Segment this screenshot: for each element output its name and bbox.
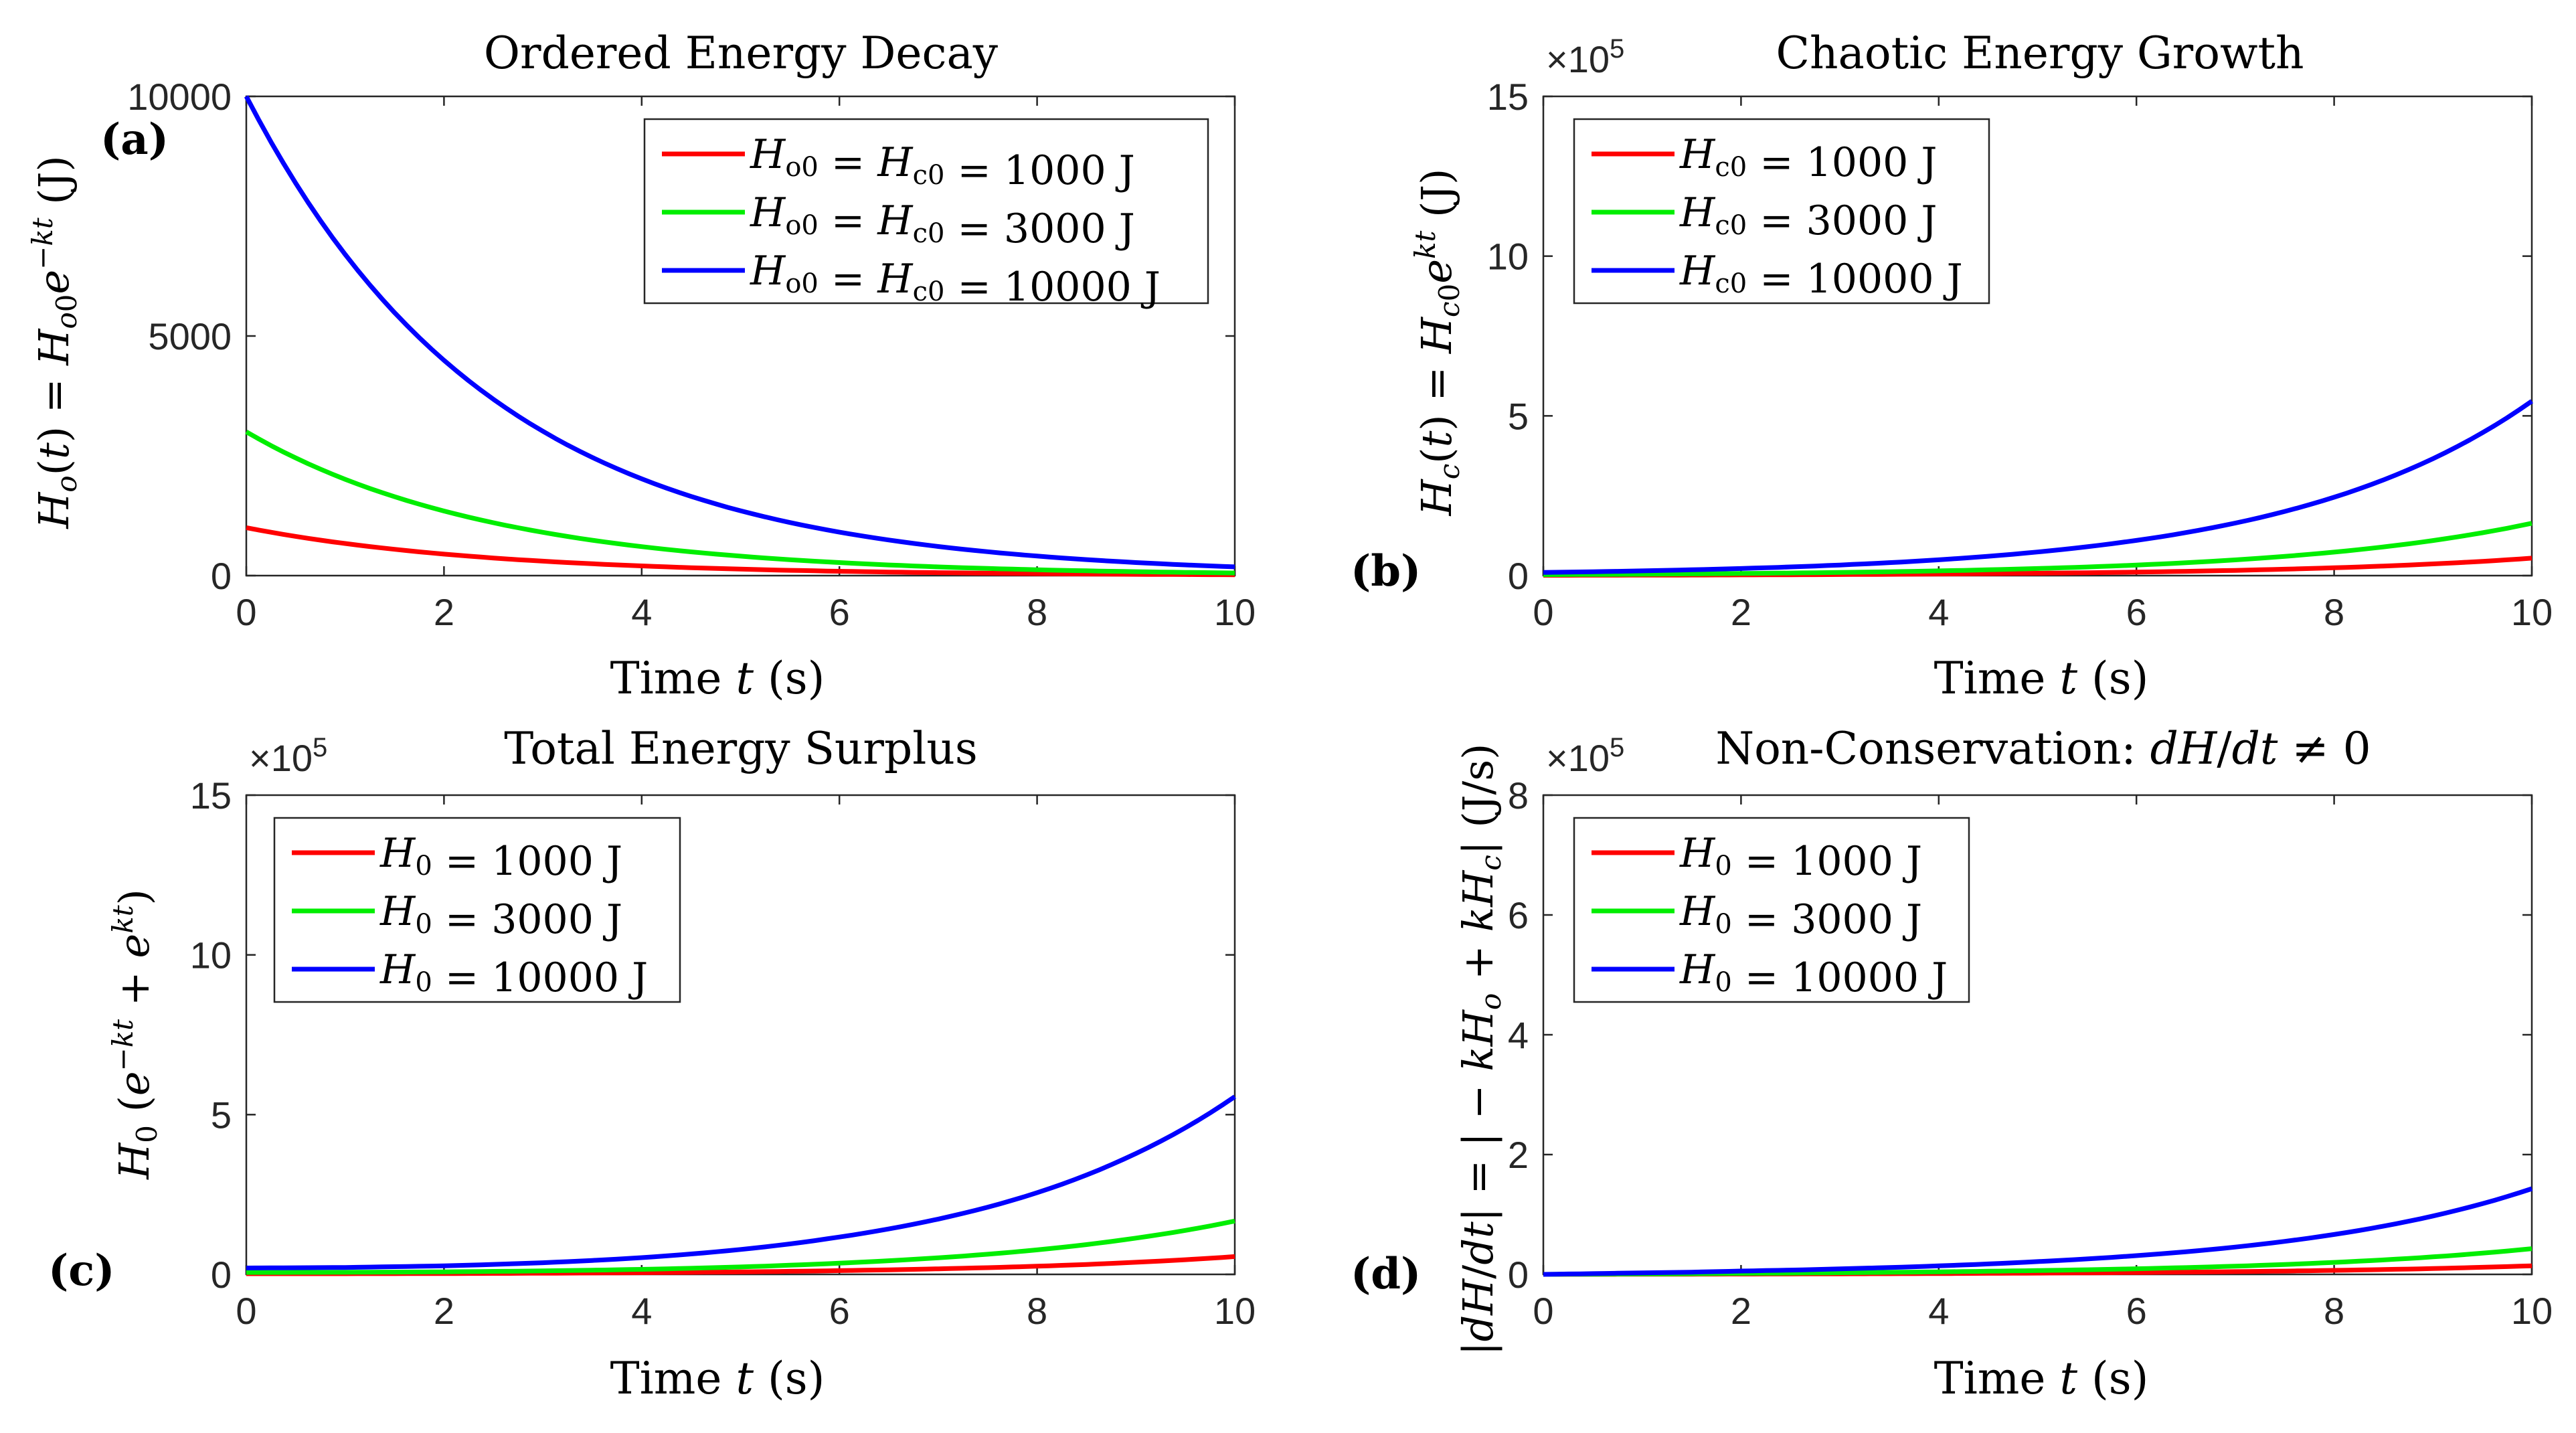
xtick-label-a: 8 (1027, 591, 1047, 633)
xlabel-a: Time t (s) (610, 653, 825, 704)
series-line-a-2 (244, 95, 1235, 570)
legend-label-b-0: Hc0 = 1000 J (1679, 131, 1937, 186)
xtick-label-b: 6 (2126, 591, 2147, 633)
legend-label-a-2: Ho0 = Hc0 = 10000 J (750, 248, 1161, 311)
legend-label-b-2: Hc0 = 10000 J (1679, 248, 1963, 303)
ytick-label-a: 10000 (127, 76, 232, 118)
ytick-label-d: 0 (1508, 1254, 1529, 1296)
title-a: Ordered Energy Decay (484, 27, 999, 79)
xtick-label-d: 8 (2324, 1290, 2344, 1332)
series-line-a-0 (246, 525, 1235, 578)
xtick-label-d: 0 (1533, 1290, 1553, 1332)
legend-label-d-2: H0 = 10000 J (1679, 946, 1948, 1001)
xtick-label-c: 8 (1027, 1290, 1047, 1332)
legend-d: H0 = 1000 JH0 = 3000 JH0 = 10000 J (1573, 817, 1970, 1003)
xlabel-c: Time t (s) (610, 1353, 825, 1404)
subplot-d: Non-Conservation: dH/dt ≠ 0 Time t (s) |… (1351, 723, 2553, 1404)
ytick-label-a: 5000 (148, 315, 232, 357)
ytick-label-d: 8 (1508, 774, 1529, 817)
ytick-label-c: 10 (190, 934, 232, 977)
legend-label-a-0: Ho0 = Hc0 = 1000 J (750, 131, 1135, 194)
legend-label-d-1: H0 = 3000 J (1679, 888, 1922, 943)
series-line-b-1 (1543, 521, 2532, 578)
series-line-a-1 (245, 430, 1235, 576)
legend-label-c-2: H0 = 10000 J (379, 946, 648, 1001)
legend-c: H0 = 1000 JH0 = 3000 JH0 = 10000 J (273, 817, 681, 1003)
ytick-label-c: 15 (190, 774, 232, 817)
legend-label-c-0: H0 = 1000 J (379, 830, 622, 885)
xtick-label-b: 2 (1731, 591, 1751, 633)
xtick-label-b: 4 (1928, 591, 1949, 633)
xtick-label-a: 10 (1214, 591, 1256, 633)
title-c: Total Energy Surplus (504, 723, 977, 774)
xtick-label-c: 4 (631, 1290, 652, 1332)
series-line-b-2 (1543, 399, 2533, 575)
ytick-label-c: 0 (211, 1254, 232, 1296)
xtick-label-b: 0 (1533, 591, 1553, 633)
axes-box-c (245, 794, 1236, 1276)
panel-label-c: (c) (48, 1246, 115, 1296)
xtick-label-a: 2 (434, 591, 454, 633)
ylabel-a: Ho(t) = Ho0e−kt (J) (26, 155, 83, 529)
ylabel-d: |dH/dt| = | − kHo + kHc| (J/s) (1454, 744, 1507, 1356)
ytick-label-b: 0 (1508, 555, 1529, 597)
legend-label-c-1: H0 = 3000 J (379, 888, 622, 943)
panel-label-b: (b) (1351, 546, 1421, 596)
xtick-label-c: 10 (1214, 1290, 1256, 1332)
ytick-label-d: 4 (1508, 1014, 1529, 1056)
xtick-label-c: 0 (236, 1290, 256, 1332)
axis-exponent-c: ×105 (249, 733, 327, 779)
axis-exponent-d: ×105 (1546, 733, 1624, 779)
ytick-label-a: 0 (211, 555, 232, 597)
ylabel-c: H0 (e−kt + ekt) (106, 889, 163, 1180)
xtick-label-d: 6 (2126, 1290, 2147, 1332)
subplot-b: Chaotic Energy Growth Time t (s) Hc(t) =… (1351, 27, 2553, 704)
ylabel-b: Hc(t) = Hc0ekt (J) (1409, 169, 1466, 517)
panel-label-d: (d) (1351, 1249, 1421, 1299)
title-d: Non-Conservation: dH/dt ≠ 0 (1715, 723, 2371, 774)
xlabel-d: Time t (s) (1934, 1353, 2149, 1404)
legend-label-a-1: Ho0 = Hc0 = 3000 J (750, 189, 1135, 252)
legend-label-d-0: H0 = 1000 J (1679, 830, 1922, 885)
axis-exponent-b: ×105 (1546, 34, 1624, 80)
xtick-label-a: 0 (236, 591, 256, 633)
xtick-label-d: 10 (2511, 1290, 2553, 1332)
panel-label-a: (a) (100, 114, 169, 165)
ytick-label-b: 15 (1487, 76, 1529, 118)
ytick-label-d: 6 (1508, 894, 1529, 936)
legend-label-b-1: Hc0 = 3000 J (1679, 189, 1937, 244)
title-b: Chaotic Energy Growth (1776, 27, 2304, 79)
xtick-label-d: 2 (1731, 1290, 1751, 1332)
xtick-label-c: 2 (434, 1290, 454, 1332)
subplot-c: Total Energy Surplus Time t (s) H0 (e−kt… (48, 723, 1256, 1404)
ytick-label-d: 2 (1508, 1134, 1529, 1176)
series-line-d-2 (1543, 1186, 2533, 1277)
xtick-label-b: 8 (2324, 591, 2344, 633)
xtick-label-a: 6 (829, 591, 850, 633)
xlabel-b: Time t (s) (1934, 653, 2149, 704)
series-line-c-1 (246, 1218, 1235, 1275)
xtick-label-d: 4 (1928, 1290, 1949, 1332)
series-line-c-2 (246, 1094, 1236, 1270)
subplot-a: Ordered Energy Decay Time t (s) Ho(t) = … (26, 27, 1256, 704)
ytick-label-b: 10 (1487, 236, 1529, 278)
xtick-label-a: 4 (631, 591, 652, 633)
xtick-label-c: 6 (829, 1290, 850, 1332)
xtick-label-b: 10 (2511, 591, 2553, 633)
ytick-label-c: 5 (211, 1094, 232, 1136)
ytick-label-b: 5 (1508, 395, 1529, 437)
